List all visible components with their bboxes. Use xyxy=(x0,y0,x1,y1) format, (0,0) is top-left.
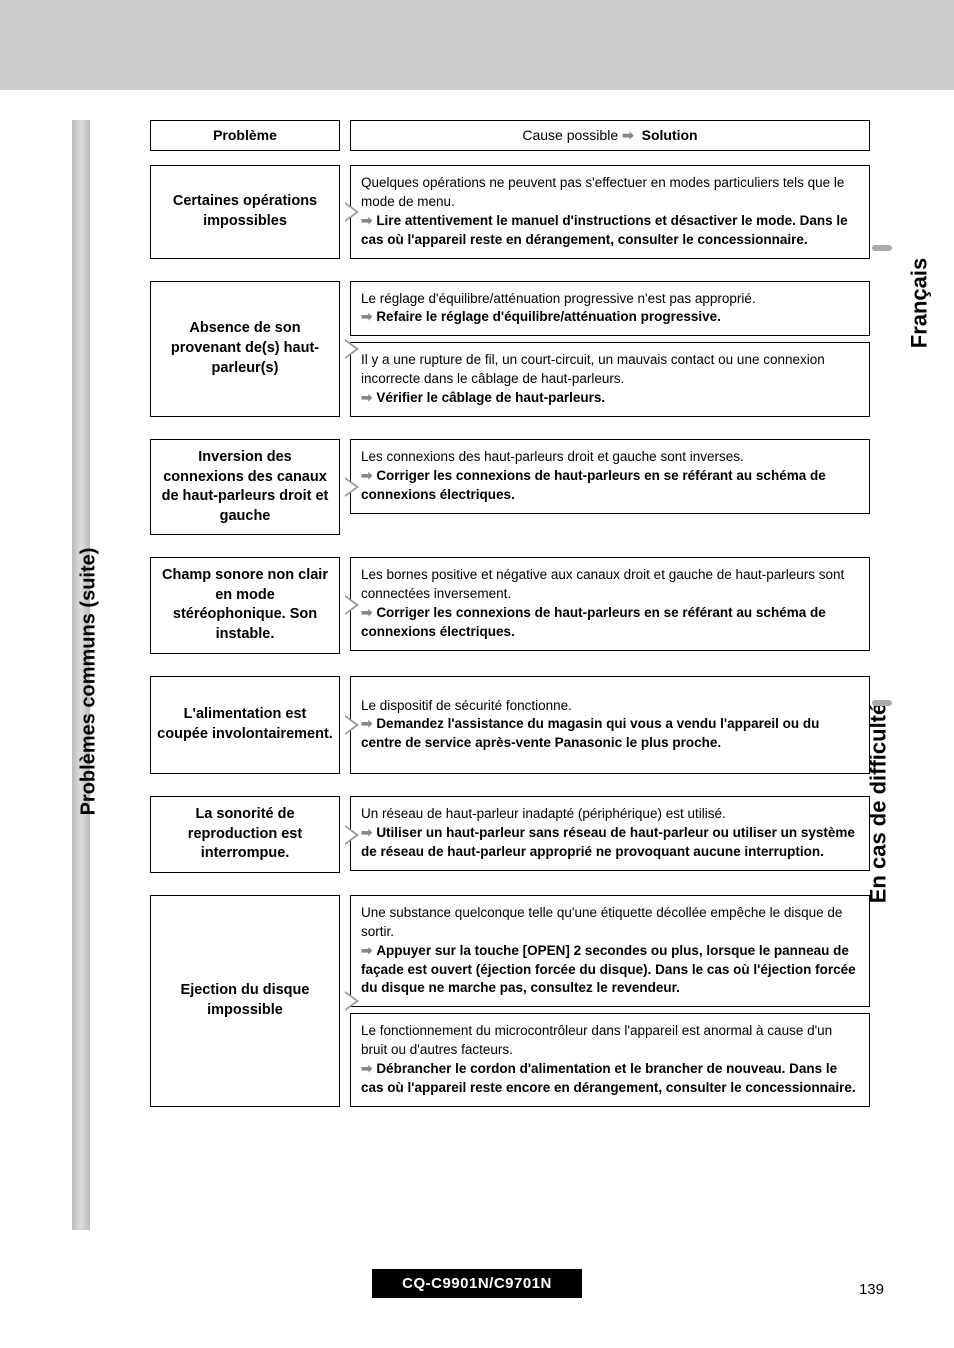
solution-cell: Le fonctionnement du microcontrôleur dan… xyxy=(350,1013,870,1107)
arrow-icon: ➡ xyxy=(361,213,372,228)
chevron-right-icon xyxy=(345,715,359,735)
footer: CQ-C9901N/C9701N xyxy=(0,1269,954,1298)
problem-cell: Absence de son provenant de(s) haut-parl… xyxy=(150,281,340,417)
arrow-icon: ➡ xyxy=(361,1061,372,1076)
solution-text: Appuyer sur la touche [OPEN] 2 secondes … xyxy=(361,943,856,996)
header-solution: Cause possible ➡ Solution xyxy=(350,120,870,151)
table-row: Champ sonore non clair en mode stéréopho… xyxy=(150,557,870,653)
arrow-icon: ➡ xyxy=(361,605,372,620)
solution-text: Vérifier le câblage de haut-parleurs. xyxy=(376,390,605,405)
chevron-right-icon xyxy=(345,991,359,1011)
table-row: Inversion des connexions des canaux de h… xyxy=(150,439,870,535)
solution-cell: Une substance quelconque telle qu'une ét… xyxy=(350,895,870,1007)
solution-text: Lire attentivement le manuel d'instructi… xyxy=(361,213,848,247)
chevron-right-icon xyxy=(345,202,359,222)
chevron-right-icon xyxy=(345,339,359,359)
right-language-label: Français xyxy=(906,258,932,349)
cause-text: Une substance quelconque telle qu'une ét… xyxy=(361,905,842,939)
right-tick-top xyxy=(872,245,892,251)
solution-column: Le réglage d'équilibre/atténuation progr… xyxy=(350,281,870,417)
right-tick-bottom xyxy=(872,700,892,706)
arrow-icon: ➡ xyxy=(361,943,372,958)
header-problem: Problème xyxy=(150,120,340,151)
content-area: Problème Cause possible ➡ Solution Certa… xyxy=(150,120,870,1129)
table-row: Certaines opérations impossibles Quelque… xyxy=(150,165,870,259)
arrow-icon: ➡ xyxy=(361,468,372,483)
arrow-icon: ➡ xyxy=(622,127,634,143)
arrow-icon: ➡ xyxy=(361,309,372,324)
cause-text: Quelques opérations ne peuvent pas s'eff… xyxy=(361,175,844,209)
header-solution-text: Solution xyxy=(642,127,698,143)
solution-cell: Il y a une rupture de fil, un court-circ… xyxy=(350,342,870,417)
cause-text: Le réglage d'équilibre/atténuation progr… xyxy=(361,291,756,306)
solution-text: Demandez l'assistance du magasin qui vou… xyxy=(361,716,819,750)
problem-cell: La sonorité de reproduction est interrom… xyxy=(150,796,340,873)
cause-text: Le fonctionnement du microcontrôleur dan… xyxy=(361,1023,832,1057)
solution-text: Utiliser un haut-parleur sans réseau de … xyxy=(361,825,855,859)
chevron-right-icon xyxy=(345,595,359,615)
problem-cell: Ejection du disque impossible xyxy=(150,895,340,1107)
table-header-row: Problème Cause possible ➡ Solution xyxy=(150,120,870,151)
left-section-label: Problèmes communs (suite) xyxy=(77,548,100,816)
arrow-icon: ➡ xyxy=(361,716,372,731)
solution-cell: Les connexions des haut-parleurs droit e… xyxy=(350,439,870,514)
solution-text: Corriger les connexions de haut-parleurs… xyxy=(361,605,826,639)
cause-text: Les connexions des haut-parleurs droit e… xyxy=(361,449,744,464)
cause-text: Il y a une rupture de fil, un court-circ… xyxy=(361,352,825,386)
chevron-right-icon xyxy=(345,477,359,497)
chevron-right-icon xyxy=(345,825,359,845)
solution-column: Quelques opérations ne peuvent pas s'eff… xyxy=(350,165,870,259)
solution-text: Débrancher le cordon d'alimentation et l… xyxy=(361,1061,856,1095)
header-cause-text: Cause possible xyxy=(522,127,618,143)
cause-text: Le dispositif de sécurité fonctionne. xyxy=(361,698,572,713)
solution-cell: Les bornes positive et négative aux cana… xyxy=(350,557,870,651)
solution-cell: Quelques opérations ne peuvent pas s'eff… xyxy=(350,165,870,259)
page-number: 139 xyxy=(859,1281,884,1298)
table-row: Ejection du disque impossible Une substa… xyxy=(150,895,870,1107)
arrow-icon: ➡ xyxy=(361,825,372,840)
solution-text: Refaire le réglage d'équilibre/atténuati… xyxy=(376,309,721,324)
problem-cell: L'alimentation est coupée involontaireme… xyxy=(150,676,340,775)
solution-cell: Le réglage d'équilibre/atténuation progr… xyxy=(350,281,870,337)
model-label: CQ-C9901N/C9701N xyxy=(372,1269,582,1298)
solution-column: Un réseau de haut-parleur inadapté (péri… xyxy=(350,796,870,873)
table-row: La sonorité de reproduction est interrom… xyxy=(150,796,870,873)
solution-cell: Un réseau de haut-parleur inadapté (péri… xyxy=(350,796,870,871)
solution-text: Corriger les connexions de haut-parleurs… xyxy=(361,468,826,502)
solution-cell: Le dispositif de sécurité fonctionne. ➡D… xyxy=(350,676,870,775)
cause-text: Un réseau de haut-parleur inadapté (péri… xyxy=(361,806,726,821)
solution-column: Le dispositif de sécurité fonctionne. ➡D… xyxy=(350,676,870,775)
table-row: L'alimentation est coupée involontaireme… xyxy=(150,676,870,775)
solution-column: Les bornes positive et négative aux cana… xyxy=(350,557,870,653)
problem-cell: Certaines opérations impossibles xyxy=(150,165,340,259)
problem-cell: Inversion des connexions des canaux de h… xyxy=(150,439,340,535)
cause-text: Les bornes positive et négative aux cana… xyxy=(361,567,844,601)
solution-column: Une substance quelconque telle qu'une ét… xyxy=(350,895,870,1107)
solution-column: Les connexions des haut-parleurs droit e… xyxy=(350,439,870,535)
arrow-icon: ➡ xyxy=(361,390,372,405)
top-grey-bar xyxy=(0,0,954,90)
table-row: Absence de son provenant de(s) haut-parl… xyxy=(150,281,870,417)
problem-cell: Champ sonore non clair en mode stéréopho… xyxy=(150,557,340,653)
